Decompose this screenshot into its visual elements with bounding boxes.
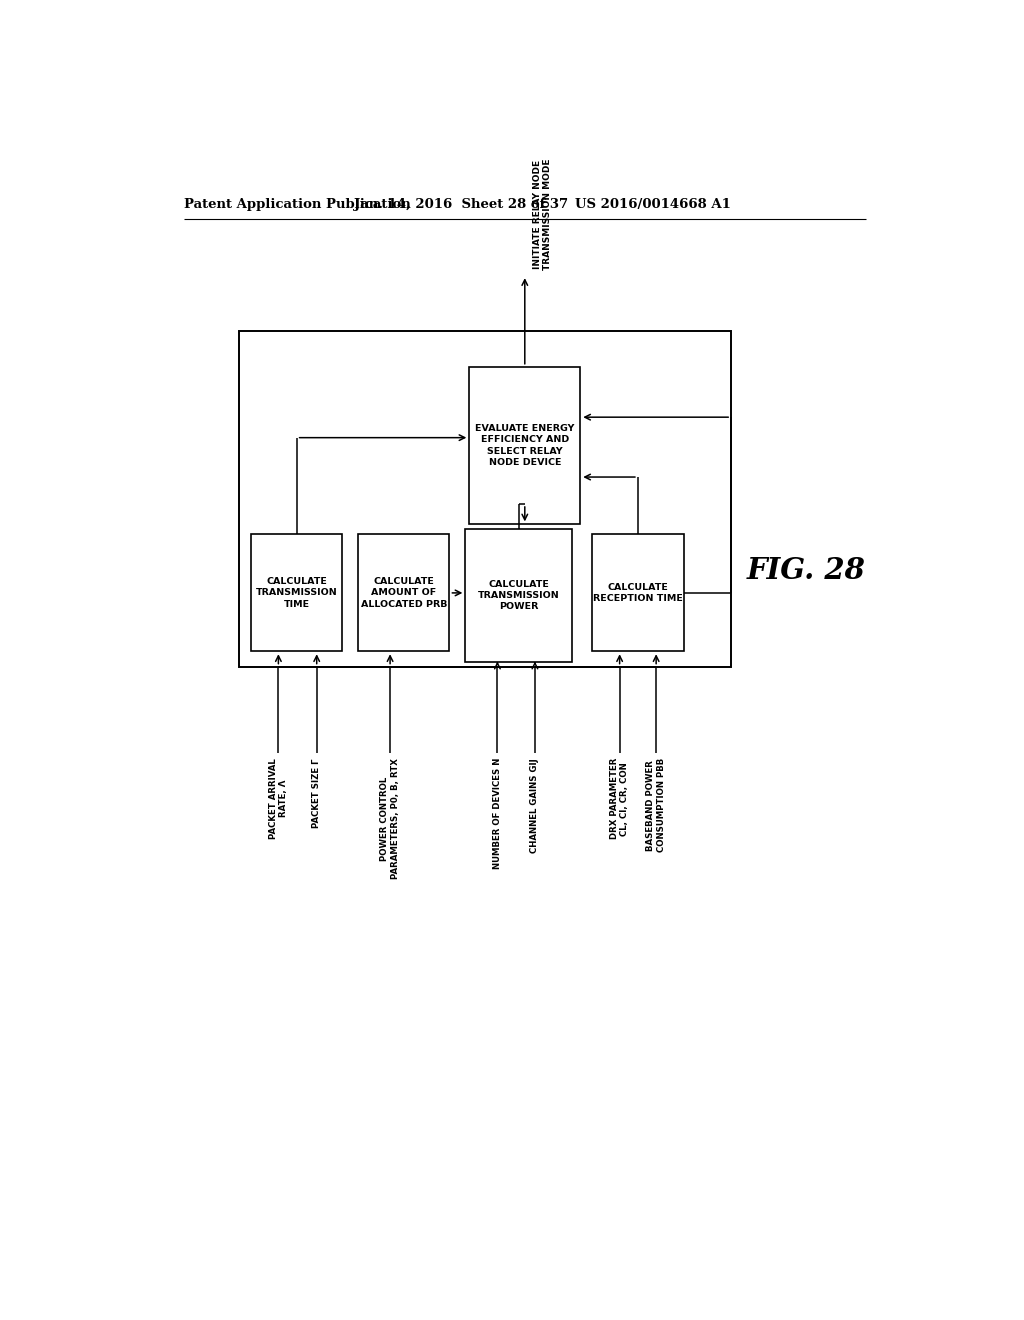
Text: PACKET ARRIVAL
RATE, Λ: PACKET ARRIVAL RATE, Λ xyxy=(268,758,288,838)
Text: CALCULATE
TRANSMISSION
POWER: CALCULATE TRANSMISSION POWER xyxy=(478,579,560,611)
Text: BASEBAND POWER
CONSUMPTION PBB: BASEBAND POWER CONSUMPTION PBB xyxy=(646,758,666,853)
Text: EVALUATE ENERGY
EFFICIENCY AND
SELECT RELAY
NODE DEVICE: EVALUATE ENERGY EFFICIENCY AND SELECT RE… xyxy=(475,424,574,467)
Text: US 2016/0014668 A1: US 2016/0014668 A1 xyxy=(575,198,731,211)
FancyBboxPatch shape xyxy=(251,535,342,651)
Text: CALCULATE
RECEPTION TIME: CALCULATE RECEPTION TIME xyxy=(593,582,683,603)
Text: DRX PARAMETER
CL, CI, CR, CON: DRX PARAMETER CL, CI, CR, CON xyxy=(610,758,630,840)
FancyBboxPatch shape xyxy=(358,535,450,651)
Text: FIG. 28: FIG. 28 xyxy=(748,556,866,585)
Text: PACKET SIZE Γ: PACKET SIZE Γ xyxy=(312,758,322,828)
Text: CHANNEL GAINS GIJ: CHANNEL GAINS GIJ xyxy=(530,758,540,853)
Text: INITIATE RELAY NODE
TRANSMISSION MODE: INITIATE RELAY NODE TRANSMISSION MODE xyxy=(532,158,552,271)
Text: CALCULATE
TRANSMISSION
TIME: CALCULATE TRANSMISSION TIME xyxy=(256,577,338,609)
FancyBboxPatch shape xyxy=(469,367,581,524)
Text: Patent Application Publication: Patent Application Publication xyxy=(183,198,411,211)
Text: CALCULATE
AMOUNT OF
ALLOCATED PRB: CALCULATE AMOUNT OF ALLOCATED PRB xyxy=(360,577,446,609)
FancyBboxPatch shape xyxy=(592,535,684,651)
FancyBboxPatch shape xyxy=(465,529,572,661)
Text: Jan. 14, 2016  Sheet 28 of 37: Jan. 14, 2016 Sheet 28 of 37 xyxy=(354,198,568,211)
FancyBboxPatch shape xyxy=(240,331,731,667)
Text: NUMBER OF DEVICES N: NUMBER OF DEVICES N xyxy=(493,758,502,870)
Text: POWER CONTROL
PARAMETERS, P0, B, RTX: POWER CONTROL PARAMETERS, P0, B, RTX xyxy=(380,758,399,879)
